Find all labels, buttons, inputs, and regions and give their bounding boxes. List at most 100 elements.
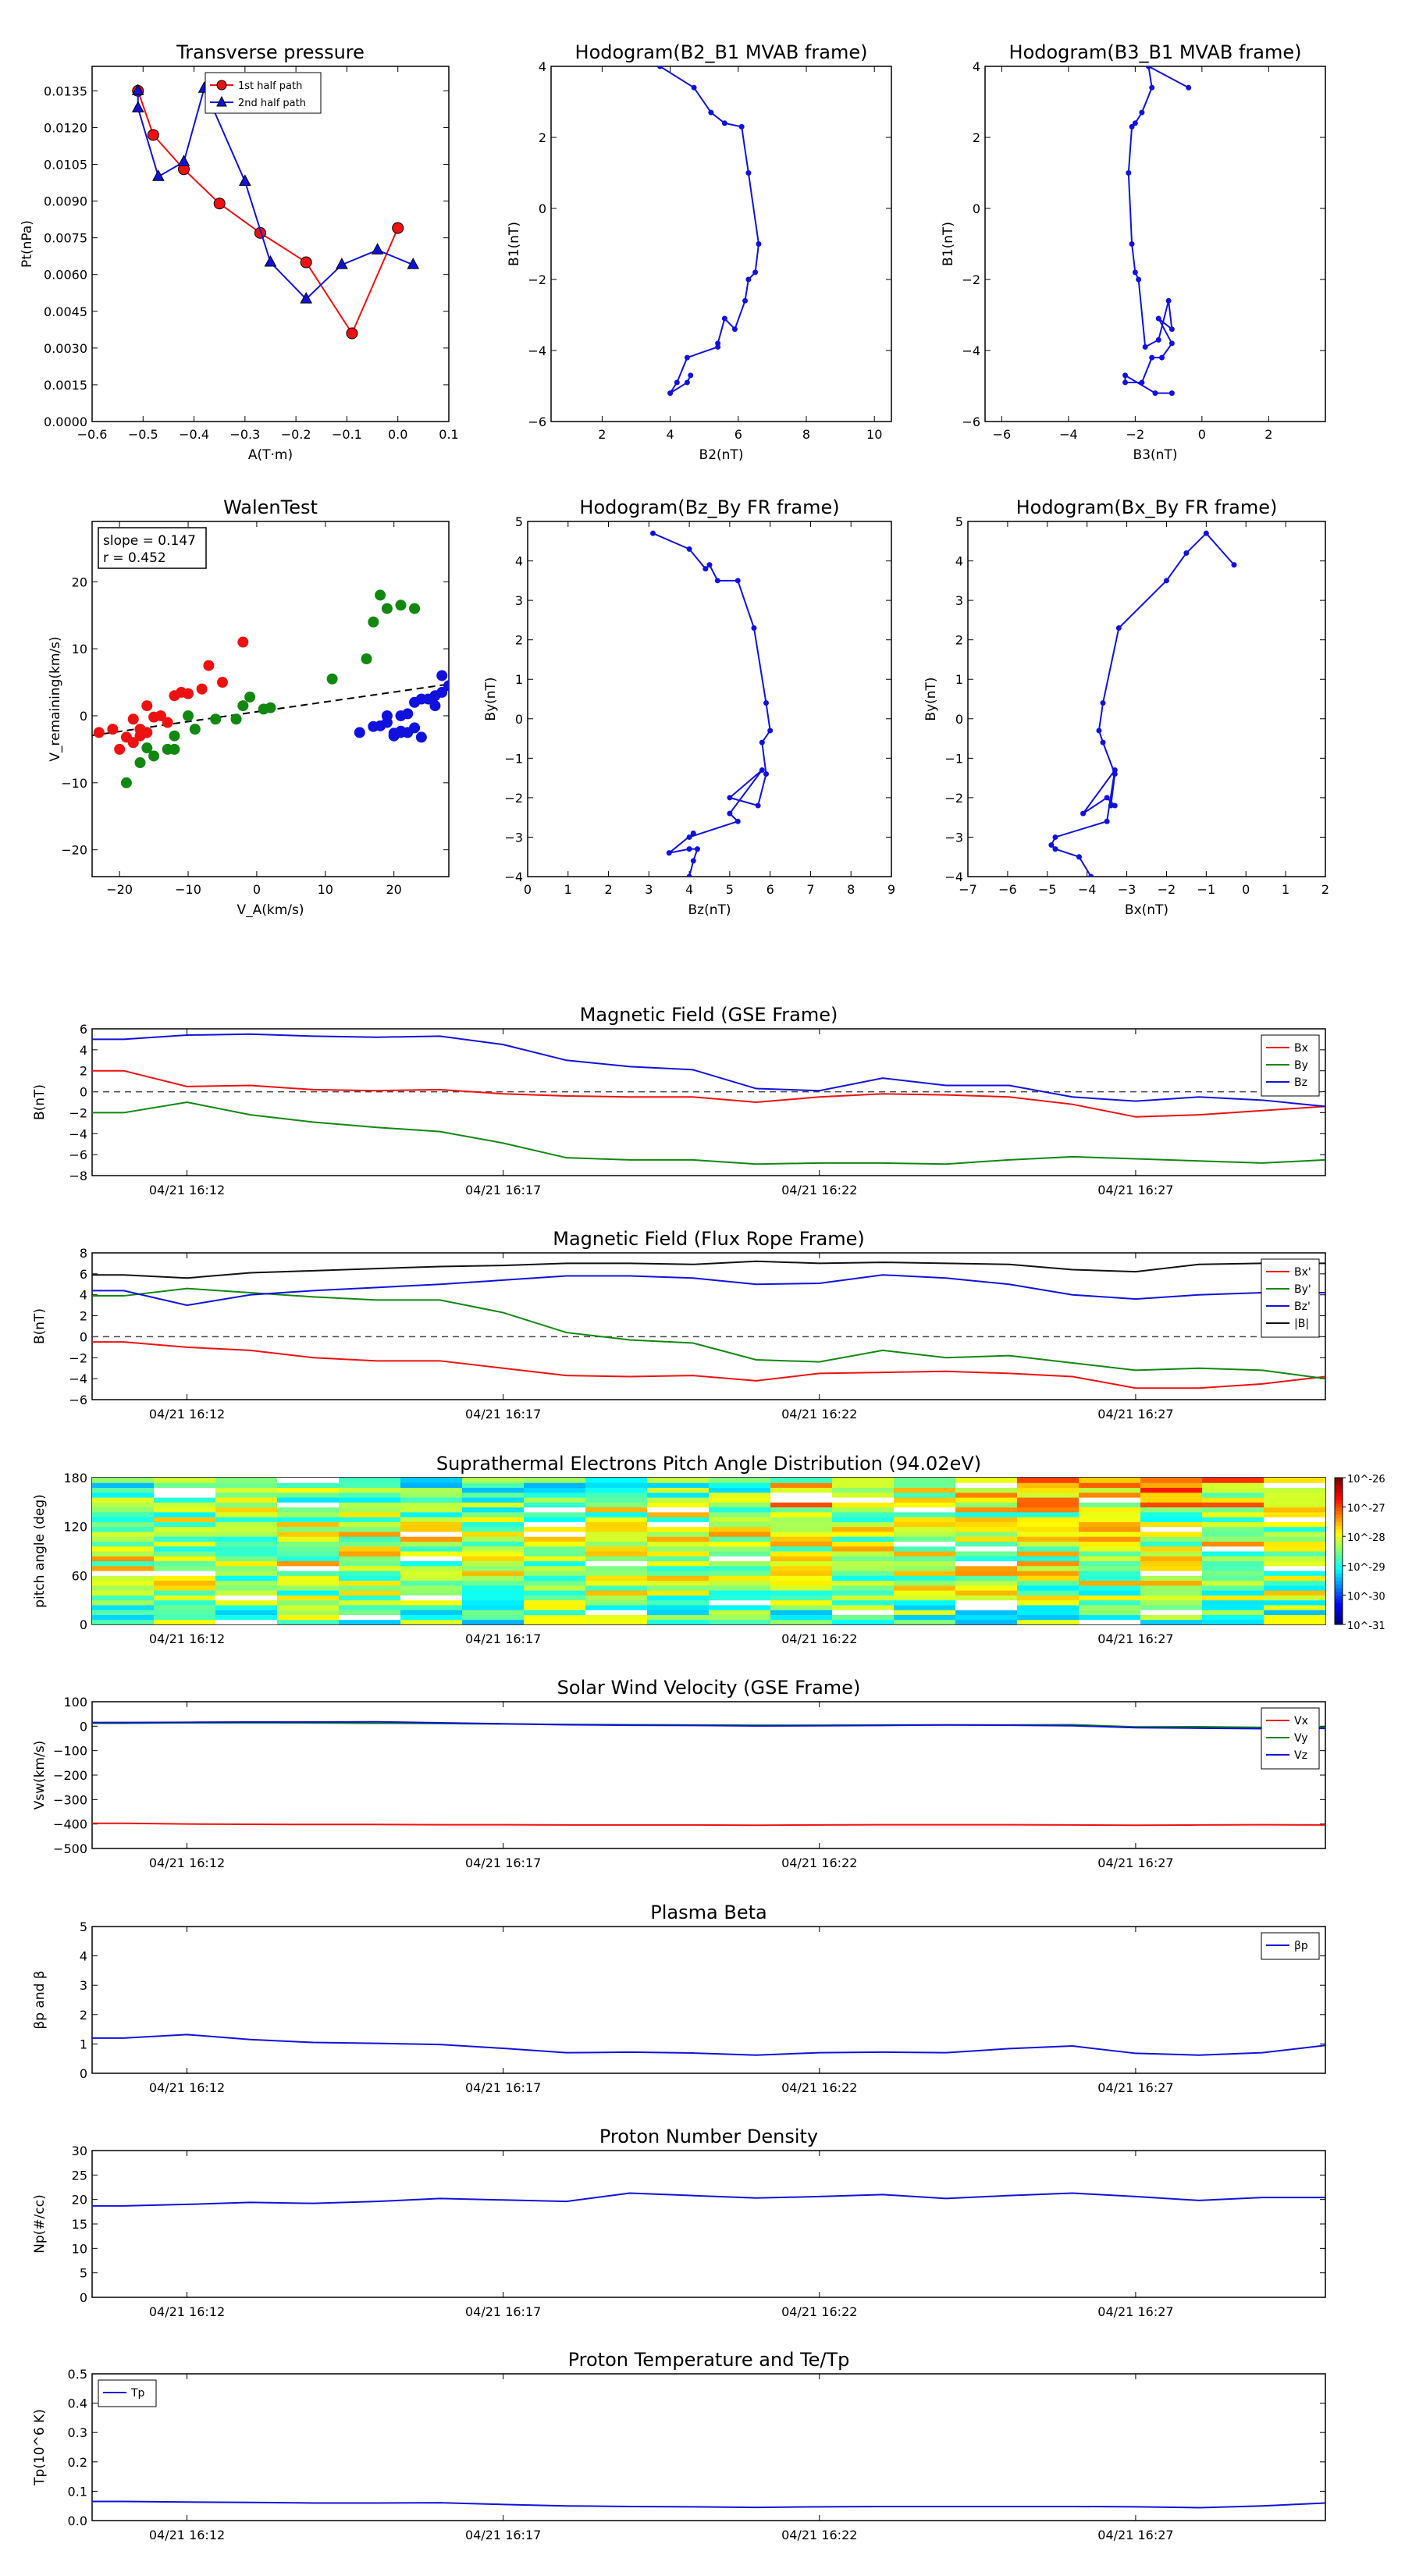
h4-xtick-label: −2 — [1158, 882, 1176, 897]
h2-ytick-label: −2 — [962, 272, 980, 287]
pad-cell — [894, 1590, 956, 1596]
pad-cell — [585, 1517, 648, 1522]
pad-cell — [1264, 1580, 1325, 1586]
mf_gse-xtick-label: 04/21 16:22 — [781, 1183, 857, 1197]
pad-cell — [770, 1575, 833, 1582]
pad-cell — [955, 1619, 1018, 1624]
pad-cell — [1202, 1478, 1264, 1483]
pad-cell — [339, 1614, 401, 1621]
pad-cell — [955, 1565, 1018, 1571]
pad-cell — [215, 1604, 278, 1610]
h1-point — [708, 109, 714, 116]
pad-cell — [524, 1536, 586, 1542]
mf_gse-legend-label: Bx — [1294, 1042, 1308, 1055]
tp-plot-frame — [91, 66, 450, 422]
pad-cell — [1079, 1546, 1141, 1552]
pad-cell — [1140, 1565, 1203, 1571]
pad-colorbar-frame — [1334, 1477, 1343, 1625]
pad-cell — [277, 1482, 340, 1489]
pad-cell — [154, 1556, 216, 1562]
pad-cell — [400, 1536, 463, 1542]
h2-ytick-label: −4 — [962, 343, 980, 358]
h2-xtick-label: −6 — [993, 427, 1012, 442]
pad-cell — [585, 1507, 648, 1513]
h4-xtick-label: 1 — [1282, 882, 1289, 897]
pad-cell — [462, 1487, 525, 1493]
pad-cell — [154, 1585, 216, 1591]
pad-colorbar-step — [1335, 1602, 1343, 1606]
tp2-xtick-label: 04/21 16:12 — [149, 2528, 225, 2542]
pad-cell — [770, 1521, 833, 1528]
pad-cell — [339, 1546, 401, 1552]
pad-cell — [1017, 1610, 1080, 1615]
tp2-ytick-label: 0.3 — [68, 2425, 87, 2440]
h4-point — [1203, 530, 1209, 536]
pad-cell — [1202, 1487, 1264, 1493]
walen-point — [93, 727, 105, 738]
beta-ytick-label: 2 — [80, 2008, 87, 2023]
pad-cell — [1140, 1526, 1203, 1532]
pad-cell — [709, 1478, 771, 1483]
pad-cell — [955, 1526, 1018, 1532]
tp-xlabel: A(T·m) — [248, 447, 293, 463]
h4-ytick-label: −2 — [944, 791, 963, 806]
walen-point — [141, 700, 153, 712]
h3-point — [686, 546, 692, 552]
h4-point — [1052, 846, 1058, 852]
tp2-xtick-label: 04/21 16:22 — [781, 2528, 857, 2542]
h1-ytick-label: −4 — [528, 343, 546, 358]
h2-point — [1122, 372, 1129, 379]
pad-colorbar-step — [1335, 1573, 1343, 1578]
pad-cell — [1264, 1585, 1325, 1591]
pad-cell — [277, 1478, 340, 1483]
pad-cell — [955, 1521, 1018, 1528]
beta-ytick-label: 4 — [80, 1949, 87, 1964]
pad-cell — [400, 1541, 463, 1547]
pad-cell — [400, 1492, 463, 1498]
h4-point — [1080, 810, 1087, 817]
pad-cell — [339, 1511, 401, 1517]
np-ytick-label: 20 — [72, 2193, 87, 2208]
walen-point — [134, 757, 146, 769]
pad-colorbar-step — [1335, 1521, 1343, 1526]
pad-cell — [215, 1531, 278, 1537]
tp-ytick-label: 0.0090 — [44, 194, 87, 209]
pad-cell — [154, 1507, 216, 1513]
tp-ytick-label: 0.0030 — [44, 341, 87, 356]
pad-cell — [1079, 1517, 1141, 1522]
beta-legend: βp — [1261, 1932, 1320, 1960]
h1-plot-area — [657, 66, 762, 397]
pad-cell — [1140, 1511, 1203, 1517]
pad-cell — [1017, 1595, 1080, 1601]
pad-cell — [585, 1565, 648, 1571]
pad-cell — [1202, 1619, 1264, 1624]
pad-cell — [647, 1565, 710, 1571]
tp-ytick-label: 0.0075 — [44, 231, 87, 246]
pad-cell — [955, 1492, 1018, 1498]
h4-ylabel: By(nT) — [923, 677, 939, 720]
pad-cell — [339, 1551, 401, 1557]
pad-cell — [154, 1482, 216, 1489]
pad-cell — [1079, 1507, 1141, 1513]
pad-cell — [524, 1497, 586, 1503]
pad-cell — [832, 1478, 895, 1483]
pad-cell — [1017, 1497, 1080, 1503]
h3-point — [706, 562, 713, 568]
h4-point — [1231, 562, 1237, 568]
pad-cell — [400, 1531, 463, 1537]
pad-cell — [215, 1556, 278, 1562]
vsw-ytick-label: −400 — [53, 1817, 87, 1832]
walen-point — [230, 713, 242, 725]
walen-axes: WalenTest −20 −10 0 10 20 −20 −10 0 10 20 V_A(km/s)… — [48, 496, 450, 918]
walen-xtick-label: −20 — [106, 882, 133, 897]
tp2-ytick-label: 0.5 — [68, 2367, 87, 2382]
mf_gse-series-Bx — [92, 1069, 1325, 1118]
h1-xtick-label: 8 — [802, 427, 810, 442]
pad-cell — [1017, 1536, 1080, 1542]
h2-title: Hodogram(B3_B1 MVAB frame) — [1009, 41, 1302, 63]
pad-cell — [1264, 1556, 1325, 1562]
walen-point — [148, 750, 160, 762]
h3-xtick-label: 6 — [767, 882, 774, 897]
h4-xtick-label: 0 — [1242, 882, 1250, 897]
vsw-xtick-label: 04/21 16:22 — [781, 1856, 857, 1870]
